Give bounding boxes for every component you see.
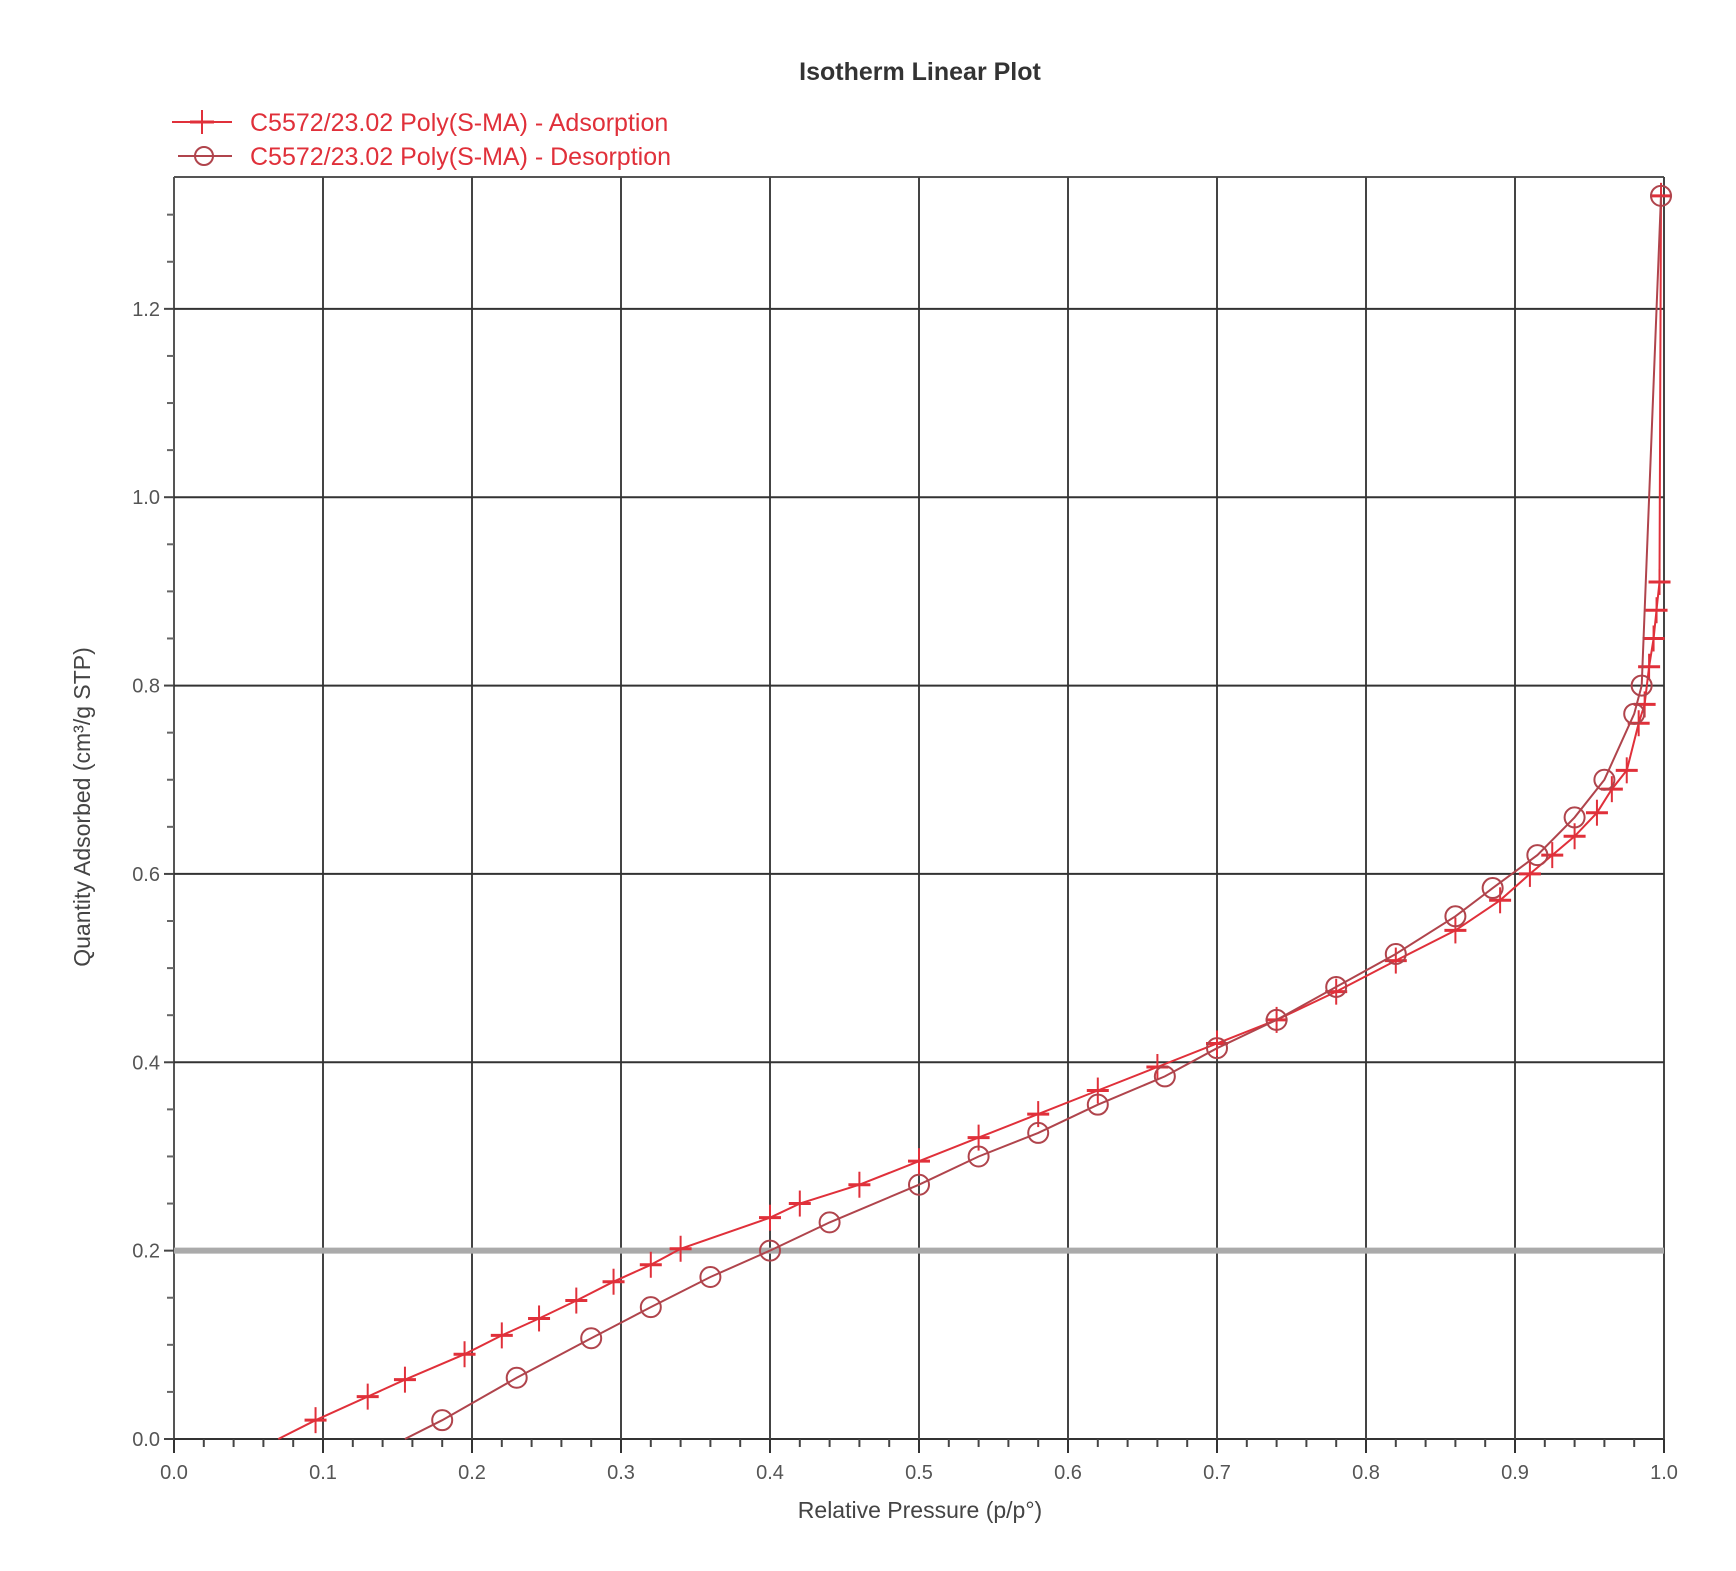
adsorption-point (1642, 625, 1665, 652)
x-tick-label: 0.0 (160, 1462, 188, 1484)
desorption-point (1481, 877, 1504, 900)
x-tick-label: 0.3 (607, 1462, 635, 1484)
desorption-point (1384, 942, 1407, 965)
y-tick-label: 0.4 (132, 1052, 160, 1074)
adsorption-point (565, 1287, 588, 1314)
y-tick-label: 1.0 (132, 487, 160, 509)
desorption-point (505, 1366, 528, 1389)
x-tick-label: 0.7 (1203, 1462, 1231, 1484)
adsorption-point (1518, 860, 1541, 887)
adsorption-point (1585, 799, 1608, 826)
desorption-point (1325, 975, 1348, 998)
desorption-point (580, 1327, 603, 1350)
chart-title: Isotherm Linear Plot (799, 58, 1041, 86)
x-tick-label: 0.9 (1501, 1462, 1529, 1484)
desorption-point (908, 1173, 930, 1196)
desorption-point (1650, 184, 1673, 207)
adsorption-point (788, 1190, 811, 1217)
desorption-point (1153, 1065, 1176, 1088)
adsorption-point (759, 1204, 781, 1231)
adsorption-point (1541, 842, 1564, 869)
x-tick-label: 0.1 (309, 1462, 337, 1484)
desorption-point (431, 1409, 454, 1432)
desorption-point (1444, 905, 1467, 928)
series-layer (277, 182, 1673, 1440)
adsorption-point (639, 1251, 662, 1278)
adsorption-point (490, 1322, 513, 1349)
adsorption-point (453, 1341, 476, 1368)
grid (173, 176, 1665, 1440)
desorption-point (1265, 1008, 1288, 1031)
adsorption-point (848, 1171, 871, 1198)
desorption-point (699, 1266, 722, 1289)
adsorption-point (1206, 1030, 1228, 1057)
desorption-point (1206, 1037, 1228, 1060)
adsorption-point (1615, 757, 1638, 784)
y-tick-label: 0.6 (132, 864, 160, 886)
desorption-point (759, 1239, 781, 1262)
legend: C5572/23.02 Poly(S-MA) - Adsorption C557… (172, 109, 671, 171)
y-tick-label: 0.0 (132, 1429, 160, 1451)
desorption-point (1086, 1093, 1109, 1116)
x-tick-label: 0.6 (1054, 1462, 1082, 1484)
y-tick-label: 0.8 (132, 676, 160, 698)
adsorption-point (1444, 917, 1467, 944)
axis-ticks: 0.0 0.1 0.2 0.3 0.4 0.5 0.6 0.7 0.8 0.9 1.0 0.0 0.2 0… (132, 213, 1678, 1484)
desorption-point (967, 1145, 990, 1168)
desorption-point (639, 1296, 662, 1319)
desorption-line (404, 195, 1662, 1440)
x-tick-label: 1.0 (1650, 1462, 1678, 1484)
y-tick-label: 1.2 (132, 299, 160, 321)
adsorption-line (277, 195, 1662, 1440)
desorption-point (818, 1211, 841, 1234)
adsorption-point (1645, 597, 1668, 624)
y-tick-label: 0.2 (132, 1241, 160, 1263)
adsorption-point (528, 1305, 551, 1332)
adsorption-point (393, 1366, 416, 1393)
desorption-point (1027, 1121, 1050, 1144)
adsorption-point (602, 1268, 625, 1295)
desorption-point (1526, 844, 1549, 867)
adsorption-point (1648, 568, 1671, 595)
legend-desorption: C5572/23.02 Poly(S-MA) - Desorption (250, 143, 671, 171)
desorption-point (1623, 702, 1646, 725)
desorption-point (1563, 806, 1586, 829)
x-tick-label: 0.2 (458, 1462, 486, 1484)
desorption-point (1593, 768, 1616, 791)
x-tick-label: 0.4 (756, 1462, 784, 1484)
desorption-point (1630, 674, 1653, 697)
adsorption-point (1489, 887, 1512, 914)
adsorption-point (908, 1148, 930, 1175)
legend-adsorption: C5572/23.02 Poly(S-MA) - Adsorption (250, 109, 668, 137)
adsorption-point (1086, 1077, 1109, 1104)
x-tick-label: 0.8 (1352, 1462, 1380, 1484)
y-axis-label: Quantity Adsorbed (cm³/g STP) (69, 647, 95, 967)
x-axis-label: Relative Pressure (p/p°) (798, 1497, 1042, 1523)
adsorption-point (356, 1383, 379, 1410)
adsorption-point (304, 1407, 327, 1434)
adsorption-point (669, 1235, 692, 1262)
x-tick-label: 0.5 (905, 1462, 933, 1484)
